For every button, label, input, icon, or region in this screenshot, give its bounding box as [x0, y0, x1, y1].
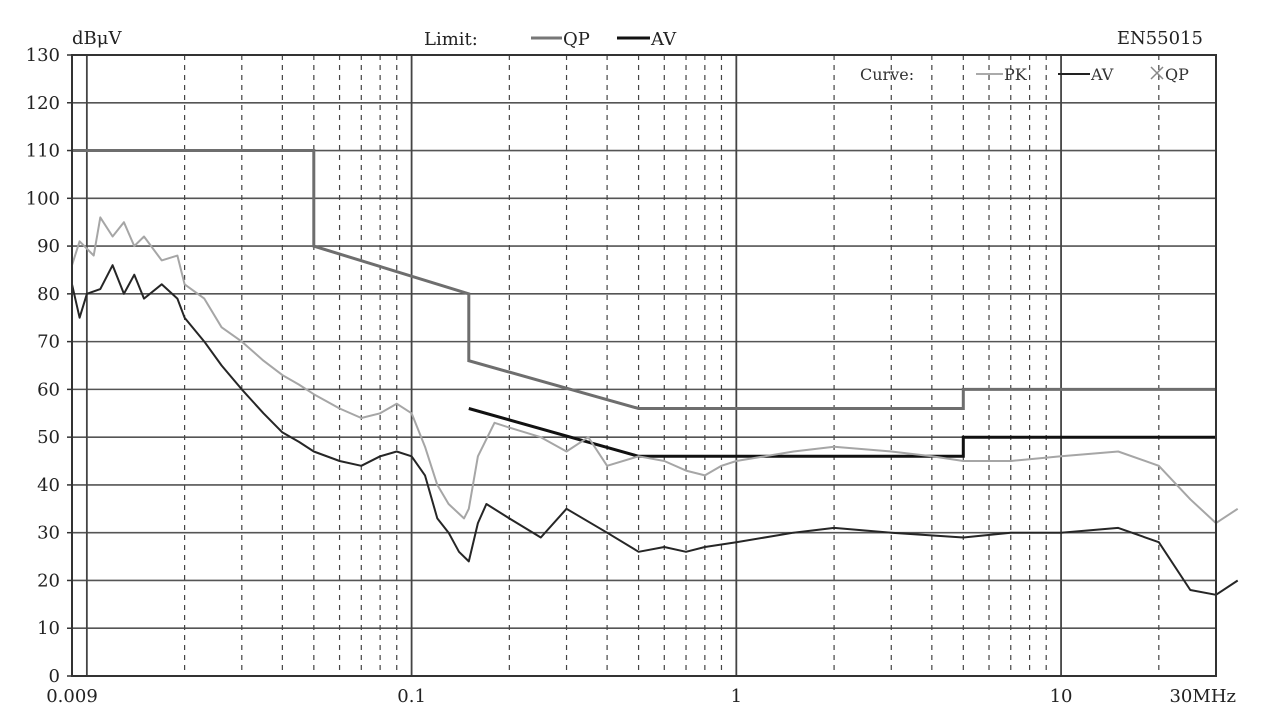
standard-label: EN55015 — [1117, 28, 1203, 49]
y-tick-label: 50 — [37, 427, 60, 448]
curve-legend: Curve: PK AV QP — [860, 65, 1189, 84]
y-tick-label: 80 — [37, 284, 60, 305]
y-tick-label: 70 — [37, 332, 60, 353]
y-axis-unit-label: dBμV — [72, 28, 122, 49]
y-tick-label: 60 — [37, 379, 60, 400]
y-tick-label: 110 — [26, 141, 60, 162]
y-tick-label: 10 — [37, 618, 60, 639]
curve-legend-title: Curve: — [860, 65, 914, 84]
curve-legend-qp-x-icon — [1150, 66, 1164, 80]
limit-legend-qp-label: QP — [563, 29, 590, 50]
curve-legend-av-label: AV — [1090, 65, 1114, 84]
y-tick-label: 90 — [37, 236, 60, 257]
y-tick-label: 40 — [37, 475, 60, 496]
y-tick-label: 100 — [26, 188, 60, 209]
curve-legend-pk-label: PK — [1004, 65, 1028, 84]
limit-legend: Limit: QP AV — [424, 29, 677, 50]
x-tick-label: 30MHz — [1169, 686, 1236, 707]
y-tick-label: 30 — [37, 523, 60, 544]
x-tick-label: 0.009 — [46, 686, 98, 707]
limit-legend-title: Limit: — [424, 29, 478, 50]
plot-frame — [71, 54, 1217, 677]
measurement-curves — [71, 216, 1239, 596]
y-tick-label: 130 — [26, 45, 60, 66]
limit-legend-av-label: AV — [650, 29, 677, 50]
x-tick-label: 1 — [731, 686, 742, 707]
y-tick-label: 20 — [37, 570, 60, 591]
series-line-pk — [71, 216, 1239, 525]
y-tick-label: 0 — [49, 666, 60, 687]
x-tick-label: 0.1 — [397, 686, 426, 707]
limit-line-qp — [72, 149, 1216, 410]
x-tick-label: 10 — [1050, 686, 1073, 707]
curve-legend-qp-label: QP — [1165, 65, 1189, 84]
y-tick-label: 120 — [26, 93, 60, 114]
series-line-av — [71, 264, 1239, 596]
